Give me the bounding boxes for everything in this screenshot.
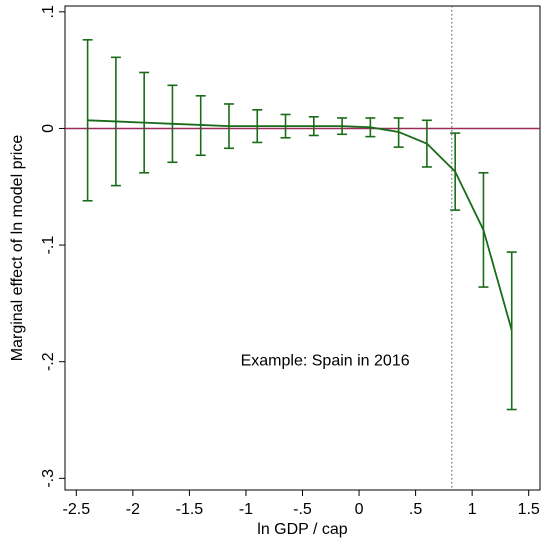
x-tick-label: 1.5 [518,501,540,518]
y-axis: .1 0 -.1 -.2 -.3 [40,5,65,488]
annotation-text: Example: Spain in 2016 [241,352,410,369]
x-tick-label: -.5 [293,501,312,518]
confidence-interval-bars [82,39,517,411]
x-tick-label: .5 [409,501,422,518]
x-tick-label: -2 [126,501,140,518]
marginal-effect-line [87,119,513,331]
x-tick-label: 0 [355,501,364,518]
y-tick-label: .1 [40,5,57,18]
y-tick-label: 0 [40,124,57,133]
x-tick-label: 1 [468,501,477,518]
x-tick-label: -2.5 [63,501,91,518]
ci-bar [506,251,517,411]
y-axis-title: Marginal effect of ln model price [9,135,26,362]
series-lines [87,119,513,331]
y-tick-label: -.2 [40,352,57,371]
y-tick-label: -.1 [40,236,57,255]
x-tick-label: -1.5 [176,501,204,518]
x-axis: -2.5 -2 -1.5 -1 -.5 0 .5 1 1.5 [63,490,540,518]
x-axis-title: ln GDP / cap [257,521,348,538]
y-tick-label: -.3 [40,469,57,488]
x-tick-label: -1 [239,501,253,518]
